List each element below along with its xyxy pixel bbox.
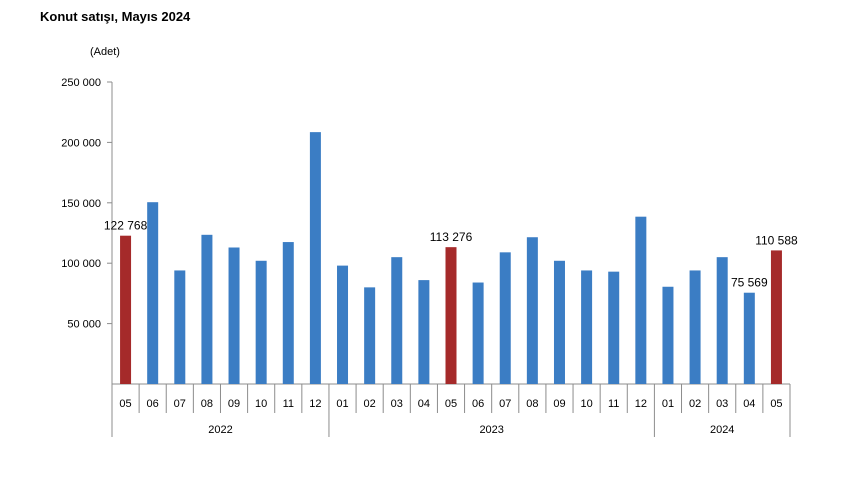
x-tick-label: 05 bbox=[445, 398, 457, 410]
bar bbox=[553, 260, 565, 384]
x-year-label: 2024 bbox=[710, 424, 734, 436]
bar bbox=[337, 265, 349, 384]
data-label: 113 276 bbox=[430, 230, 473, 244]
y-tick-label: 100 000 bbox=[61, 258, 101, 270]
x-tick-label: 08 bbox=[526, 398, 538, 410]
chart-title: Konut satışı, Mayıs 2024 bbox=[40, 9, 191, 24]
x-tick-label: 10 bbox=[255, 398, 267, 410]
x-tick-label: 05 bbox=[770, 398, 782, 410]
x-tick-label: 12 bbox=[309, 398, 321, 410]
bar bbox=[635, 216, 647, 384]
x-tick-label: 02 bbox=[689, 398, 701, 410]
bar bbox=[770, 250, 782, 384]
x-tick-label: 11 bbox=[608, 398, 619, 410]
bar bbox=[364, 287, 376, 384]
bar bbox=[499, 252, 511, 384]
bar bbox=[716, 257, 728, 384]
bar bbox=[689, 270, 701, 384]
bar bbox=[391, 257, 403, 384]
bar bbox=[445, 247, 457, 384]
x-tick-label: 03 bbox=[391, 398, 403, 410]
bar bbox=[418, 280, 430, 384]
bar bbox=[743, 292, 755, 384]
bar bbox=[201, 234, 213, 384]
bar bbox=[472, 282, 484, 384]
data-label: 110 588 bbox=[755, 233, 798, 247]
x-tick-label: 07 bbox=[174, 398, 186, 410]
bar bbox=[662, 286, 674, 384]
y-tick-label: 250 000 bbox=[61, 77, 101, 89]
x-tick-label: 10 bbox=[580, 398, 592, 410]
y-tick-label: 50 000 bbox=[67, 319, 101, 331]
bar bbox=[282, 242, 294, 384]
x-year-label: 2023 bbox=[479, 424, 503, 436]
x-tick-label: 04 bbox=[743, 398, 755, 410]
x-tick-label: 05 bbox=[119, 398, 131, 410]
bar bbox=[608, 271, 620, 384]
y-axis-unit-label: (Adet) bbox=[90, 46, 120, 58]
bar bbox=[255, 260, 267, 384]
x-tick-label: 09 bbox=[228, 398, 240, 410]
y-tick-label: 150 000 bbox=[61, 198, 101, 210]
x-tick-label: 03 bbox=[716, 398, 728, 410]
bar bbox=[147, 202, 159, 384]
bar bbox=[581, 270, 593, 384]
x-tick-label: 06 bbox=[472, 398, 484, 410]
x-tick-label: 08 bbox=[201, 398, 213, 410]
x-tick-label: 04 bbox=[418, 398, 430, 410]
x-tick-label: 01 bbox=[336, 398, 348, 410]
bar bbox=[228, 247, 240, 384]
x-year-label: 2022 bbox=[208, 424, 232, 436]
x-tick-label: 09 bbox=[553, 398, 565, 410]
bar bbox=[526, 237, 538, 384]
x-tick-label: 01 bbox=[662, 398, 674, 410]
x-tick-label: 11 bbox=[283, 398, 294, 410]
x-tick-label: 02 bbox=[364, 398, 376, 410]
bar bbox=[174, 270, 186, 384]
bar bbox=[120, 235, 132, 384]
x-tick-label: 12 bbox=[635, 398, 647, 410]
data-label: 122 768 bbox=[104, 219, 148, 233]
bar bbox=[309, 132, 321, 384]
y-tick-label: 200 000 bbox=[61, 137, 101, 149]
x-tick-label: 07 bbox=[499, 398, 511, 410]
data-label: 75 569 bbox=[731, 276, 768, 290]
x-tick-label: 06 bbox=[147, 398, 159, 410]
